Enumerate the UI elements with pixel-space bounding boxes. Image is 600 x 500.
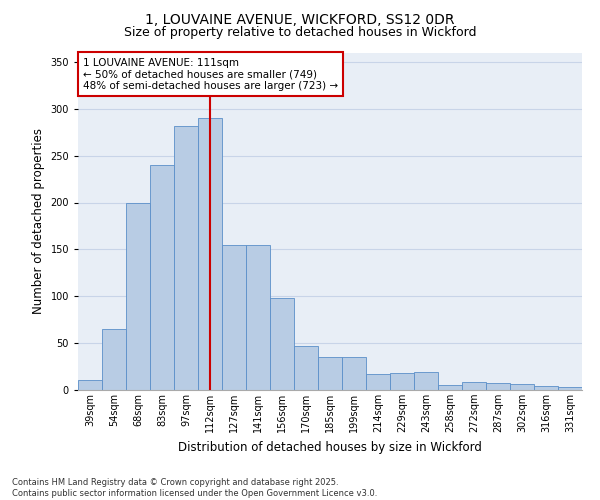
Bar	[510, 384, 534, 390]
X-axis label: Distribution of detached houses by size in Wickford: Distribution of detached houses by size …	[178, 440, 482, 454]
Text: Contains HM Land Registry data © Crown copyright and database right 2025.
Contai: Contains HM Land Registry data © Crown c…	[12, 478, 377, 498]
Bar	[126, 202, 150, 390]
Bar	[174, 126, 198, 390]
Y-axis label: Number of detached properties: Number of detached properties	[32, 128, 45, 314]
Bar	[366, 374, 390, 390]
Bar	[150, 165, 174, 390]
Bar	[294, 346, 318, 390]
Bar	[414, 372, 438, 390]
Bar	[558, 387, 582, 390]
Text: Size of property relative to detached houses in Wickford: Size of property relative to detached ho…	[124, 26, 476, 39]
Bar	[222, 244, 246, 390]
Bar	[198, 118, 222, 390]
Bar	[342, 357, 366, 390]
Bar	[270, 298, 294, 390]
Bar	[486, 382, 510, 390]
Bar	[78, 380, 102, 390]
Bar	[462, 382, 486, 390]
Text: 1 LOUVAINE AVENUE: 111sqm
← 50% of detached houses are smaller (749)
48% of semi: 1 LOUVAINE AVENUE: 111sqm ← 50% of detac…	[83, 58, 338, 91]
Text: 1, LOUVAINE AVENUE, WICKFORD, SS12 0DR: 1, LOUVAINE AVENUE, WICKFORD, SS12 0DR	[145, 12, 455, 26]
Bar	[246, 244, 270, 390]
Bar	[438, 386, 462, 390]
Bar	[102, 329, 126, 390]
Bar	[390, 373, 414, 390]
Bar	[318, 357, 342, 390]
Bar	[534, 386, 558, 390]
